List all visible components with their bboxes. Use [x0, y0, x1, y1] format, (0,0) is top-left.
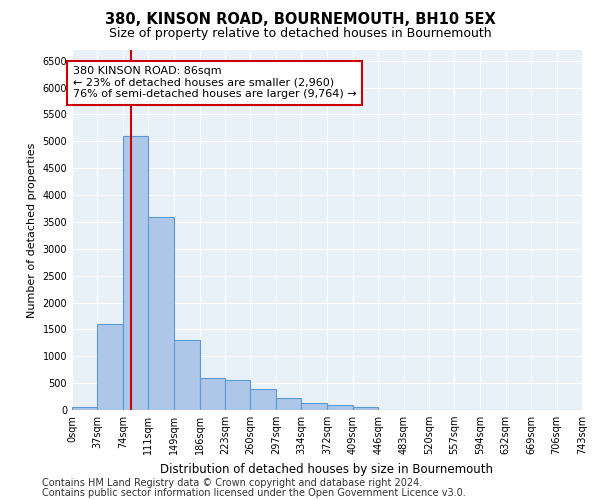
X-axis label: Distribution of detached houses by size in Bournemouth: Distribution of detached houses by size …: [161, 462, 493, 475]
Text: Contains HM Land Registry data © Crown copyright and database right 2024.: Contains HM Land Registry data © Crown c…: [42, 478, 422, 488]
Bar: [174, 340, 200, 410]
Bar: [123, 136, 148, 410]
Bar: [148, 216, 174, 410]
Bar: [328, 404, 353, 410]
Bar: [276, 398, 301, 410]
Bar: [301, 403, 328, 410]
Text: 380 KINSON ROAD: 86sqm
← 23% of detached houses are smaller (2,960)
76% of semi-: 380 KINSON ROAD: 86sqm ← 23% of detached…: [73, 66, 356, 100]
Text: Size of property relative to detached houses in Bournemouth: Size of property relative to detached ho…: [109, 28, 491, 40]
Text: 380, KINSON ROAD, BOURNEMOUTH, BH10 5EX: 380, KINSON ROAD, BOURNEMOUTH, BH10 5EX: [104, 12, 496, 28]
Bar: [72, 408, 97, 410]
Y-axis label: Number of detached properties: Number of detached properties: [27, 142, 37, 318]
Bar: [353, 408, 378, 410]
Text: Contains public sector information licensed under the Open Government Licence v3: Contains public sector information licen…: [42, 488, 466, 498]
Bar: [200, 378, 225, 410]
Bar: [97, 324, 123, 410]
Bar: [250, 388, 276, 410]
Bar: [225, 380, 250, 410]
